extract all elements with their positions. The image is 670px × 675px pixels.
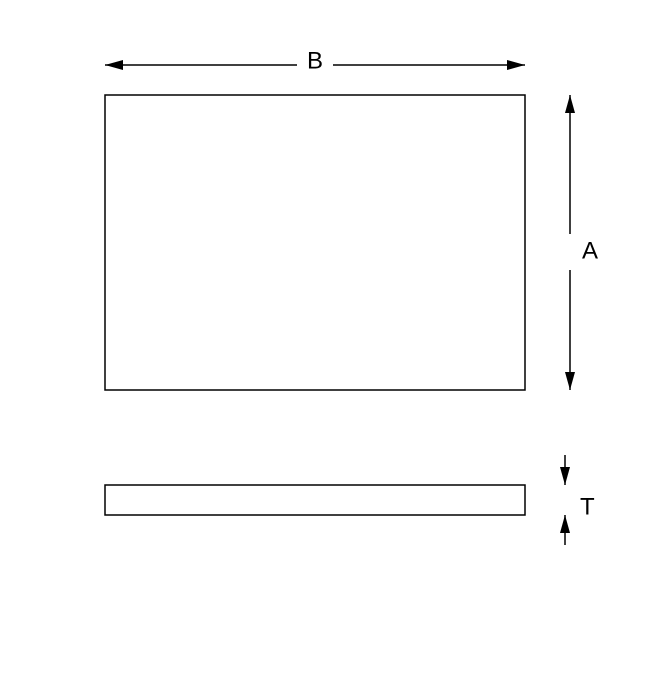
top-view-rect: [105, 95, 525, 390]
dim-a-label: A: [582, 237, 598, 264]
dim-t-label: T: [580, 493, 595, 520]
dim-a-label-bg: [558, 234, 582, 270]
dim-b-label: B: [307, 47, 323, 74]
dimension-diagram: B A T: [0, 0, 670, 670]
side-view-rect: [105, 485, 525, 515]
